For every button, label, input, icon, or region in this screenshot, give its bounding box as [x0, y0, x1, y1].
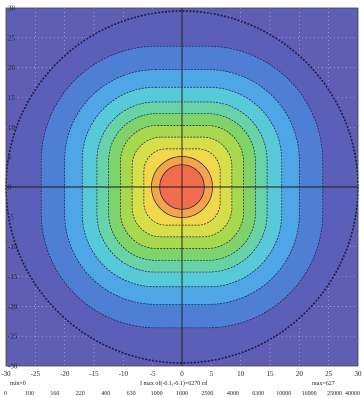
tick-labels: 30 25 20 15 10 5 0 -5 -10 -15 -20 -25 -30-30 -25 -20 -1…	[1, 5, 362, 379]
x-tick-label: 15	[267, 370, 275, 378]
colorbar-label: 25000	[327, 391, 342, 397]
y-tick-label: 15	[8, 94, 16, 102]
x-tick-label: 30	[355, 370, 363, 378]
colorbar-label: 400	[101, 391, 110, 397]
x-tick-label: 10	[237, 370, 245, 378]
x-tick-label: -15	[89, 370, 99, 378]
max-label: max=627	[312, 381, 335, 387]
colorbar-label: 2500	[201, 391, 213, 397]
y-tick-label: -25	[8, 333, 18, 341]
colorbar-labels: 0 100 160 220 400 630 1000 1600 2500 4000 6300 1000…	[4, 391, 360, 397]
colorbar-label: 630	[127, 391, 136, 397]
colorbar-label: 40000	[345, 391, 360, 397]
y-tick-label: 25	[8, 34, 16, 42]
colorbar-label: 100	[25, 391, 34, 397]
colorbar-label: 10000	[276, 391, 291, 397]
colorbar-label: 1600	[176, 391, 188, 397]
min-label: min=0	[10, 381, 26, 387]
x-tick-label: 20	[296, 370, 304, 378]
x-tick-label: -30	[1, 370, 11, 378]
x-tick-label: -25	[31, 370, 41, 378]
y-tick-label: -5	[8, 213, 14, 221]
y-tick-label: -20	[8, 303, 18, 311]
colorbar-label: 1000	[151, 391, 163, 397]
x-tick-label: -5	[150, 370, 156, 378]
y-tick-label: 0	[8, 184, 12, 192]
colorbar-label: 160	[50, 391, 59, 397]
footer: min=0 max=627 I max of(-0.1,-0.1)=6270 c…	[10, 380, 335, 387]
x-tick-label: 25	[325, 370, 333, 378]
y-tick-label: 5	[8, 154, 12, 162]
x-tick-label: 5	[210, 370, 214, 378]
x-tick-label: 0	[180, 370, 184, 378]
y-tick-label: 10	[8, 124, 16, 132]
y-tick-label: -30	[8, 363, 18, 371]
colorbar-label: 220	[76, 391, 85, 397]
y-tick-label: -15	[8, 273, 18, 281]
y-tick-label: 20	[8, 64, 16, 72]
x-tick-label: -10	[119, 370, 129, 378]
y-tick-label: -10	[8, 243, 18, 251]
footer-caption: I max of(-0.1,-0.1)=6270 cd	[140, 380, 207, 387]
colorbar-label: 0	[4, 391, 7, 397]
plot-area	[5, 7, 359, 367]
plot-frame	[5, 7, 359, 367]
colorbar-label: 16000	[302, 391, 317, 397]
x-tick-label: -20	[60, 370, 70, 378]
y-tick-label: 30	[8, 5, 16, 13]
colorbar-label: 6300	[252, 391, 264, 397]
colorbar-label: 4000	[227, 391, 239, 397]
axes	[5, 7, 359, 367]
